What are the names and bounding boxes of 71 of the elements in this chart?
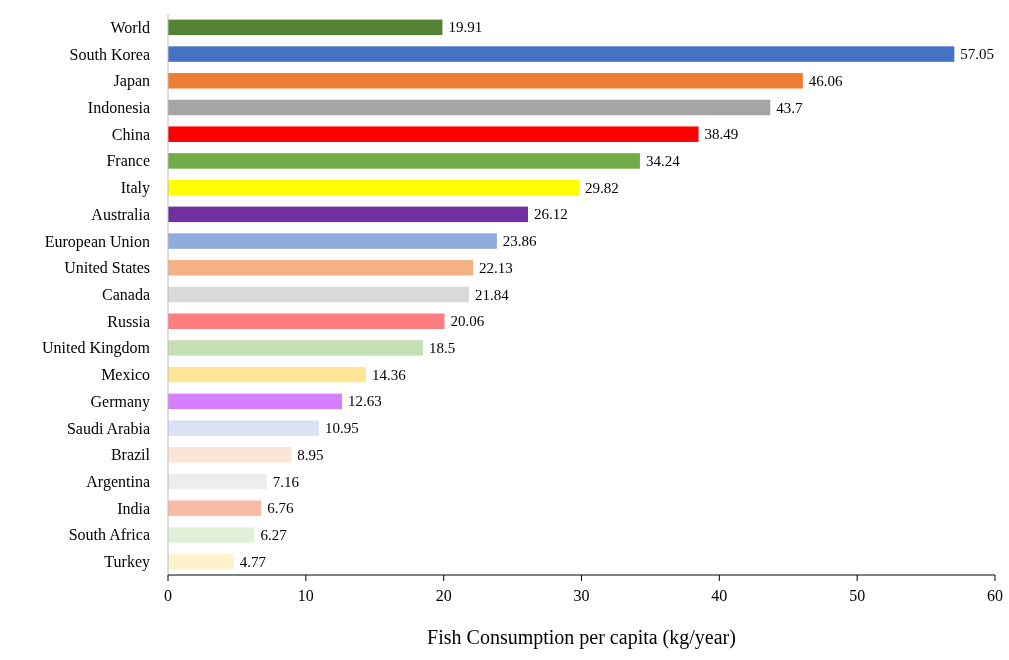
y-tick-label: Australia bbox=[91, 205, 150, 223]
y-tick-label: Mexico bbox=[101, 366, 150, 384]
bar bbox=[168, 340, 423, 356]
bar bbox=[168, 73, 803, 89]
bar bbox=[168, 393, 343, 410]
x-tick-label: 10 bbox=[297, 587, 314, 604]
data-label: 19.91 bbox=[448, 19, 483, 36]
y-tick-label: Germany bbox=[90, 392, 150, 411]
x-axis-title: Fish Consumption per capita (kg/year) bbox=[427, 626, 736, 649]
x-tick-label: 40 bbox=[711, 587, 728, 604]
bar bbox=[168, 19, 443, 36]
x-tick-label: 30 bbox=[573, 587, 590, 604]
data-label: 7.16 bbox=[272, 473, 300, 490]
data-label: 46.06 bbox=[808, 72, 844, 89]
y-tick-label: Canada bbox=[102, 286, 150, 303]
x-tick-label: 20 bbox=[435, 587, 452, 604]
data-label: 34.24 bbox=[645, 152, 681, 169]
data-label: 6.76 bbox=[267, 500, 294, 517]
x-tick-label: 60 bbox=[987, 587, 1003, 604]
y-tick-label: European Union bbox=[44, 232, 150, 251]
y-tick-label: Japan bbox=[113, 72, 150, 91]
y-tick-label: Russia bbox=[107, 312, 150, 330]
y-tick-label: China bbox=[111, 125, 150, 143]
y-tick-label: Argentina bbox=[86, 473, 150, 491]
data-label: 18.5 bbox=[428, 339, 456, 356]
data-label: 6.27 bbox=[260, 526, 288, 543]
bar bbox=[168, 179, 580, 196]
y-tick-label: World bbox=[110, 18, 150, 36]
y-tick-label: Indonesia bbox=[87, 99, 150, 116]
y-tick-label: Brazil bbox=[110, 446, 151, 464]
bar bbox=[168, 420, 319, 436]
y-tick-label: France bbox=[106, 152, 150, 170]
data-label: 57.05 bbox=[960, 46, 995, 63]
bar bbox=[168, 46, 955, 62]
x-tick-label: 0 bbox=[164, 587, 172, 604]
bar bbox=[168, 473, 267, 490]
bar bbox=[168, 233, 497, 249]
data-label: 26.12 bbox=[534, 206, 568, 223]
bar bbox=[168, 447, 292, 463]
data-label: 38.49 bbox=[704, 126, 739, 143]
data-label: 12.63 bbox=[348, 393, 382, 410]
bar bbox=[168, 153, 640, 169]
bar bbox=[168, 313, 445, 329]
x-tick-label: 50 bbox=[849, 587, 866, 604]
data-label: 23.86 bbox=[502, 233, 538, 250]
y-tick-label: India bbox=[117, 499, 150, 517]
y-tick-label: South Africa bbox=[68, 526, 150, 544]
data-label: 8.95 bbox=[297, 446, 324, 463]
bar bbox=[168, 553, 234, 570]
bar bbox=[168, 260, 474, 276]
y-tick-label: South Korea bbox=[69, 45, 150, 63]
data-label: 43.7 bbox=[776, 99, 804, 116]
bar bbox=[168, 99, 771, 116]
bar bbox=[168, 527, 255, 543]
data-label: 10.95 bbox=[324, 420, 359, 437]
y-tick-label: United States bbox=[64, 259, 150, 277]
y-tick-label: Italy bbox=[120, 179, 150, 198]
data-label: 21.84 bbox=[475, 286, 510, 303]
data-label: 29.82 bbox=[585, 179, 619, 196]
data-label: 22.13 bbox=[479, 259, 513, 276]
y-tick-label: Turkey bbox=[104, 553, 150, 572]
bar bbox=[168, 126, 699, 142]
y-tick-label: Saudi Arabia bbox=[66, 419, 150, 437]
bar bbox=[168, 500, 262, 516]
data-label: 14.36 bbox=[371, 366, 407, 383]
bar bbox=[168, 366, 366, 383]
bar bbox=[168, 286, 470, 303]
y-tick-label: United Kingdom bbox=[42, 339, 151, 358]
data-label: 20.06 bbox=[450, 313, 485, 330]
data-label: 4.77 bbox=[239, 553, 267, 570]
bar bbox=[168, 206, 529, 223]
